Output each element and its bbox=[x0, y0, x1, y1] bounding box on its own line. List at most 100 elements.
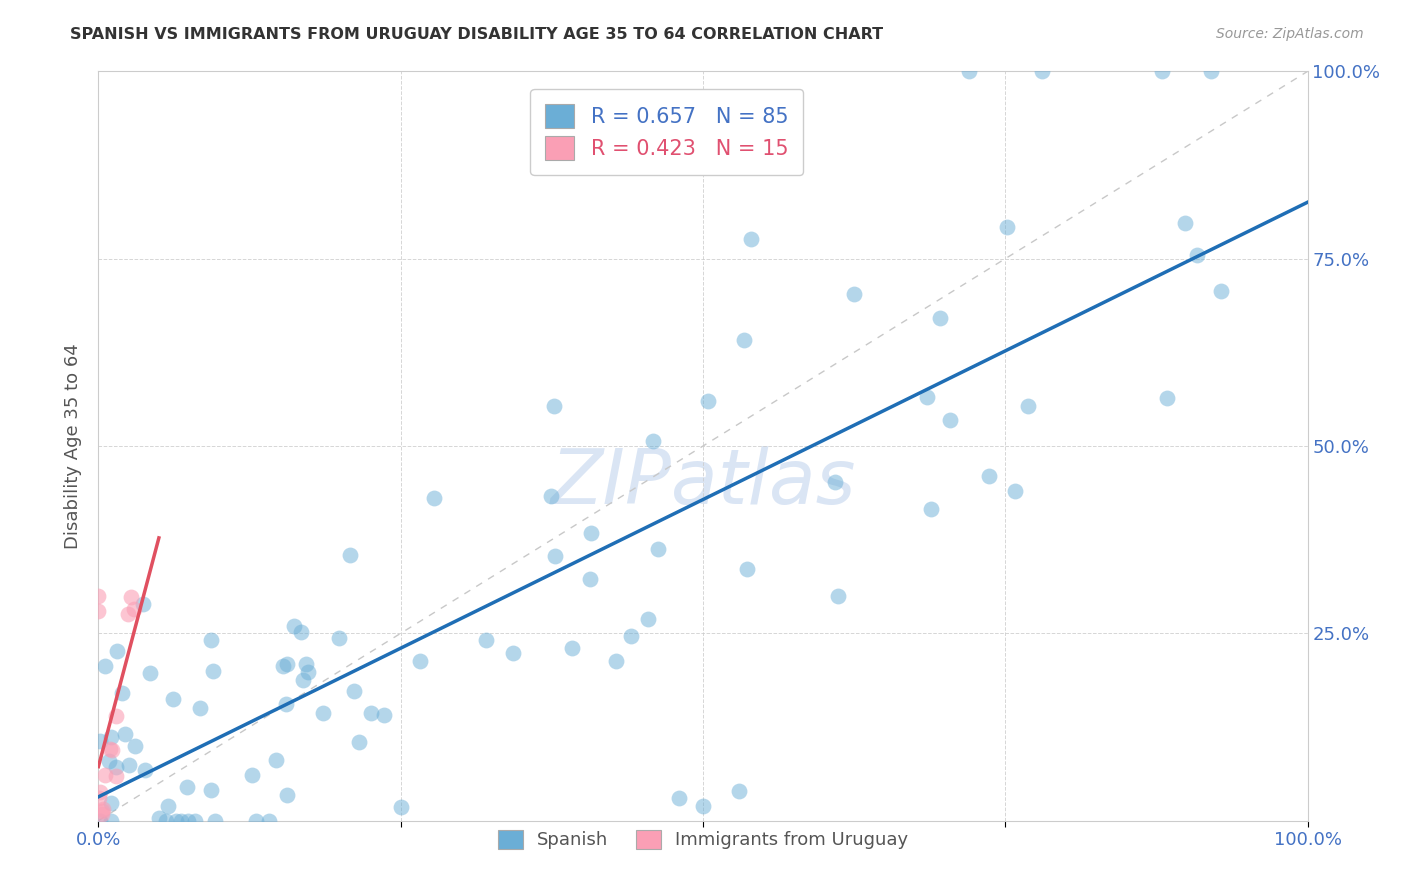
Point bbox=[343, 684, 366, 698]
Point bbox=[105, 709, 128, 723]
Point bbox=[105, 769, 128, 783]
Point bbox=[274, 698, 297, 712]
Point bbox=[360, 706, 382, 720]
Point bbox=[1156, 391, 1178, 405]
Point bbox=[824, 475, 846, 489]
Point bbox=[842, 287, 865, 301]
Point bbox=[117, 607, 139, 622]
Point bbox=[637, 611, 659, 625]
Point bbox=[291, 673, 314, 687]
Point bbox=[148, 811, 170, 825]
Text: SPANISH VS IMMIGRANTS FROM URUGUAY DISABILITY AGE 35 TO 64 CORRELATION CHART: SPANISH VS IMMIGRANTS FROM URUGUAY DISAB… bbox=[70, 27, 883, 42]
Point bbox=[100, 731, 122, 745]
Point bbox=[120, 591, 142, 605]
Point bbox=[124, 602, 146, 616]
Point bbox=[240, 768, 263, 782]
Point bbox=[620, 630, 643, 644]
Point bbox=[737, 562, 759, 576]
Point bbox=[995, 219, 1018, 234]
Point bbox=[929, 310, 952, 325]
Point bbox=[100, 743, 122, 757]
Point bbox=[94, 768, 117, 782]
Point bbox=[176, 780, 198, 794]
Point bbox=[939, 413, 962, 427]
Point bbox=[733, 333, 755, 347]
Point bbox=[647, 541, 669, 556]
Point bbox=[200, 782, 222, 797]
Point bbox=[276, 789, 298, 803]
Point bbox=[1017, 399, 1039, 413]
Point bbox=[273, 658, 295, 673]
Point bbox=[177, 814, 200, 828]
Point bbox=[156, 799, 179, 814]
Point bbox=[100, 796, 122, 810]
Point bbox=[692, 798, 714, 813]
Point bbox=[162, 692, 184, 706]
Point bbox=[409, 654, 432, 668]
Point bbox=[1004, 483, 1026, 498]
Point bbox=[579, 573, 602, 587]
Point bbox=[201, 665, 224, 679]
Point bbox=[87, 589, 110, 603]
Point bbox=[89, 814, 111, 828]
Legend: Spanish, Immigrants from Uruguay: Spanish, Immigrants from Uruguay bbox=[491, 822, 915, 856]
Point bbox=[1211, 284, 1233, 298]
Point bbox=[668, 791, 690, 805]
Point bbox=[105, 644, 128, 658]
Point bbox=[561, 640, 583, 655]
Point bbox=[475, 632, 498, 647]
Point bbox=[259, 814, 281, 828]
Point bbox=[114, 727, 136, 741]
Point bbox=[200, 633, 222, 648]
Point bbox=[139, 665, 162, 680]
Point bbox=[543, 400, 565, 414]
Point bbox=[697, 394, 720, 409]
Point bbox=[915, 391, 938, 405]
Point bbox=[339, 548, 361, 562]
Point bbox=[100, 814, 122, 828]
Point bbox=[283, 619, 305, 633]
Point bbox=[1174, 216, 1197, 230]
Point bbox=[540, 489, 562, 503]
Point bbox=[1199, 64, 1222, 78]
Point bbox=[98, 741, 121, 756]
Point bbox=[89, 733, 111, 747]
Point bbox=[297, 665, 319, 679]
Point bbox=[89, 791, 111, 805]
Point bbox=[170, 814, 193, 828]
Point bbox=[502, 646, 524, 660]
Point bbox=[728, 783, 751, 797]
Point bbox=[165, 814, 187, 828]
Point bbox=[132, 597, 155, 611]
Point bbox=[155, 814, 177, 828]
Point bbox=[290, 625, 312, 640]
Text: ZIPatlas: ZIPatlas bbox=[550, 447, 856, 520]
Point bbox=[91, 802, 114, 816]
Point bbox=[605, 654, 627, 668]
Point bbox=[740, 232, 762, 246]
Point bbox=[245, 814, 267, 828]
Point bbox=[643, 434, 665, 448]
Point bbox=[1185, 248, 1208, 262]
Point bbox=[389, 800, 412, 814]
Point bbox=[957, 64, 980, 78]
Point bbox=[1031, 64, 1053, 78]
Point bbox=[98, 754, 121, 768]
Text: Source: ZipAtlas.com: Source: ZipAtlas.com bbox=[1216, 27, 1364, 41]
Point bbox=[266, 753, 288, 767]
Point bbox=[373, 708, 395, 723]
Point bbox=[118, 758, 141, 772]
Point bbox=[312, 706, 335, 721]
Point bbox=[295, 657, 318, 671]
Point bbox=[579, 526, 602, 541]
Point bbox=[111, 686, 134, 700]
Point bbox=[544, 549, 567, 563]
Point bbox=[204, 814, 226, 828]
Y-axis label: Disability Age 35 to 64: Disability Age 35 to 64 bbox=[65, 343, 83, 549]
Point bbox=[979, 469, 1001, 483]
Point bbox=[920, 502, 942, 516]
Point bbox=[91, 806, 114, 821]
Point bbox=[91, 805, 114, 819]
Point bbox=[328, 632, 350, 646]
Point bbox=[94, 659, 117, 673]
